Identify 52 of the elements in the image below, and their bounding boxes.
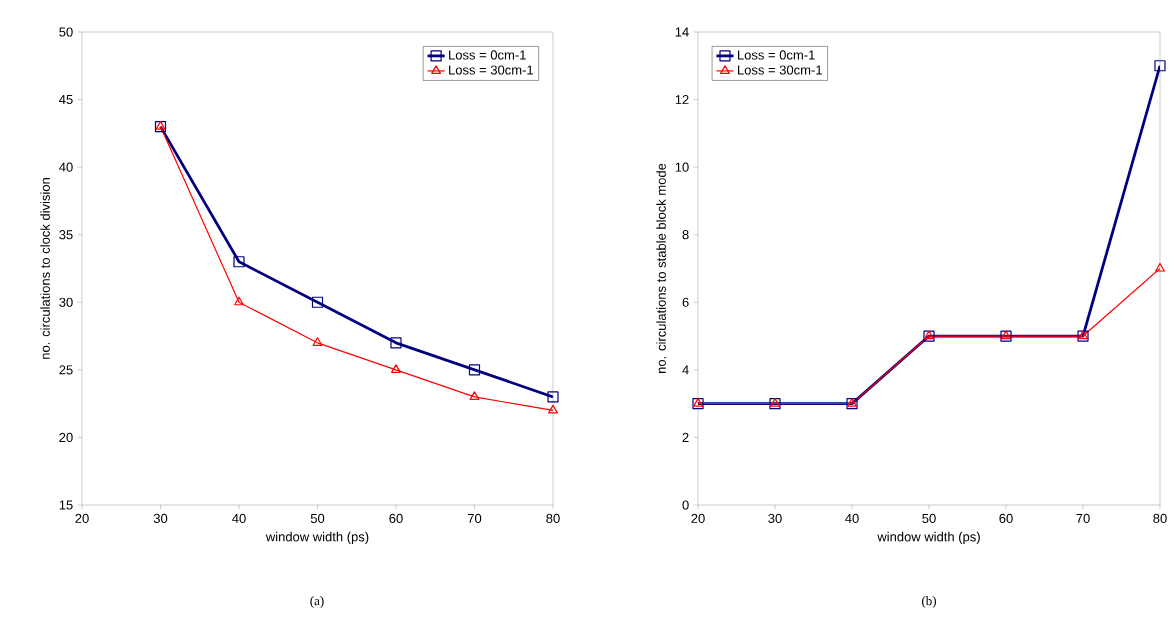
y-tick-label: 45 — [59, 95, 73, 105]
y-axis-title: no. circulations to clock division — [40, 178, 50, 359]
y-tick-label: 40 — [59, 162, 73, 172]
x-tick-label: 60 — [999, 513, 1013, 523]
x-tick-label: 70 — [1076, 513, 1090, 523]
y-tick-label: 10 — [675, 162, 689, 172]
y-tick-label: 30 — [59, 297, 73, 307]
x-tick-label: 40 — [845, 513, 859, 523]
x-tick-label: 20 — [75, 513, 89, 523]
point — [312, 337, 323, 346]
point — [469, 391, 480, 400]
y-tick-label: 50 — [59, 27, 73, 37]
point — [233, 256, 245, 268]
point — [311, 296, 324, 308]
text: (b) — [921, 596, 937, 608]
x-tick-label: 20 — [691, 513, 705, 523]
x-tick-label: 80 — [1153, 513, 1167, 523]
point — [1154, 60, 1166, 72]
x-axis-title: window width (ps) — [265, 531, 369, 544]
x-axis-title: window width (ps) — [877, 531, 980, 544]
y-tick-label: 0 — [682, 500, 689, 510]
point — [548, 404, 558, 414]
legend-label: Loss = 30cm-1 — [449, 65, 534, 75]
x-tick-label: 80 — [546, 513, 560, 523]
legend-label: Loss = 30cm-1 — [738, 65, 822, 75]
x-tick-label: 70 — [467, 513, 482, 523]
x-tick-label: 40 — [232, 513, 246, 523]
point — [390, 337, 402, 349]
x-tick-label: 60 — [389, 513, 403, 523]
y-tick-label: 20 — [59, 432, 73, 443]
y-axis-title: no. circulations to stable block mode — [656, 163, 666, 373]
y-tick-label: 35 — [59, 230, 73, 240]
point — [468, 364, 481, 376]
y-tick-label: 14 — [675, 27, 689, 37]
point — [547, 391, 559, 403]
x-tick-label: 50 — [922, 513, 936, 523]
y-tick-label: 6 — [682, 297, 689, 307]
x-tick-label: 30 — [153, 513, 168, 523]
x-tick-label: 30 — [768, 513, 782, 523]
legend-label: Loss = 0cm-1 — [449, 50, 526, 60]
legend-label: Loss = 0cm-1 — [738, 50, 815, 60]
y-tick-label: 25 — [59, 365, 73, 375]
y-tick-label: 8 — [682, 230, 689, 240]
y-tick-label: 4 — [682, 365, 689, 375]
y-tick-label: 2 — [682, 432, 689, 442]
point — [391, 364, 401, 373]
point — [1155, 262, 1165, 272]
y-tick-label: 15 — [59, 500, 73, 510]
x-tick-label: 50 — [310, 513, 325, 523]
text: (a) — [310, 596, 324, 608]
point — [234, 296, 244, 306]
y-tick-label: 12 — [675, 95, 689, 105]
